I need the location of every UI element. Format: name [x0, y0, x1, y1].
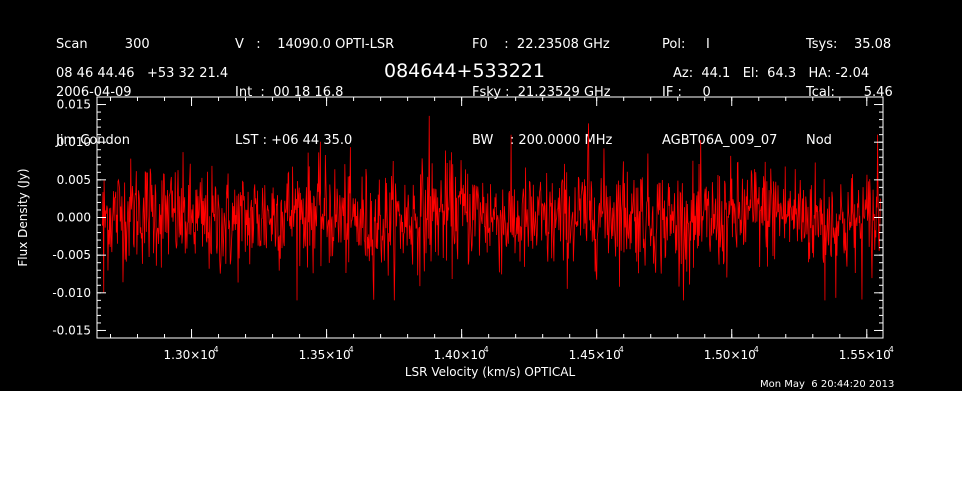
y-tick-label: 0.015	[57, 98, 91, 112]
x-tick-exponent: 4	[214, 345, 219, 354]
header-coordinates: 08 46 44.46 +53 32 21.4	[56, 66, 229, 81]
header-velocity-info: V : 14090.0 OPTI-LSR Int : 00 18 16.8 LS…	[235, 5, 394, 181]
header-tsys: Tsys: 35.08	[806, 37, 892, 52]
x-tick-exponent: 4	[484, 345, 489, 354]
header-integration: Int : 00 18 16.8	[235, 85, 344, 100]
header-pol-info: Pol: I IF : 0 AGBT06A_009_07	[662, 5, 777, 181]
x-tick-label: 1.55×10	[839, 348, 891, 362]
header-tcal: Tcal: 5.46	[806, 85, 893, 100]
header-scan: Scan 300	[56, 37, 150, 52]
plot-timestamp: Mon May 6 20:44:20 2013	[760, 379, 895, 390]
header-project: AGBT06A_009_07	[662, 133, 778, 148]
x-tick-label: 1.40×10	[434, 348, 486, 362]
header-frequency-info: F0 : 22.23508 GHz Fsky : 21.23529 GHz BW…	[472, 5, 612, 181]
x-tick-exponent: 4	[754, 345, 759, 354]
spectrum-chart: 0.015 0.010 0.005 0.000 -0.005 -0.010 -0.015 1.…	[16, 96, 894, 379]
spectrum-trace	[102, 115, 881, 301]
x-tick-exponent: 4	[619, 345, 624, 354]
x-tick-label: 1.30×10	[164, 348, 216, 362]
header-az-el-ha: Az: 44.1 El: 64.3 HA: -2.04	[673, 66, 870, 81]
x-axis-label: LSR Velocity (km/s) OPTICAL	[405, 365, 576, 379]
x-tick-label: 1.50×10	[704, 348, 756, 362]
source-name: 084644+533221	[384, 60, 545, 82]
header-observer: Jim Condon	[56, 133, 130, 148]
y-tick-label: 0.010	[57, 135, 91, 149]
header-pol: Pol: I	[662, 37, 710, 52]
header-bw: BW : 200.0000 MHz	[472, 133, 613, 148]
header-fsky: Fsky : 21.23529 GHz	[472, 85, 611, 100]
header-scan-info: Scan 300 2006-04-09 Jim Condon	[56, 5, 150, 181]
header-f0: F0 : 22.23508 GHz	[472, 37, 610, 52]
header-procedure: Nod	[806, 133, 832, 148]
header-lst: LST : +06 44 35.0	[235, 133, 353, 148]
y-tick-label: 0.000	[57, 211, 91, 225]
y-tick-label: -0.015	[52, 323, 91, 337]
header-date: 2006-04-09	[56, 85, 132, 100]
y-tick-label: -0.010	[52, 286, 91, 300]
header-if: IF : 0	[662, 85, 711, 100]
x-tick-label: 1.35×10	[299, 348, 351, 362]
x-tick-label: 1.45×10	[569, 348, 621, 362]
x-tick-exponent: 4	[349, 345, 354, 354]
y-tick-label: 0.005	[57, 173, 91, 187]
header-tsys-info: Tsys: 35.08 Tcal: 5.46 Nod	[806, 5, 893, 181]
x-tick-exponent: 4	[889, 345, 894, 354]
y-axis-label: Flux Density (Jy)	[16, 168, 30, 266]
y-tick-label: -0.005	[52, 248, 91, 262]
header-velocity: V : 14090.0 OPTI-LSR	[235, 37, 395, 52]
spectrum-plot-panel: Scan 300 2006-04-09 Jim Condon V : 14090…	[0, 0, 962, 391]
